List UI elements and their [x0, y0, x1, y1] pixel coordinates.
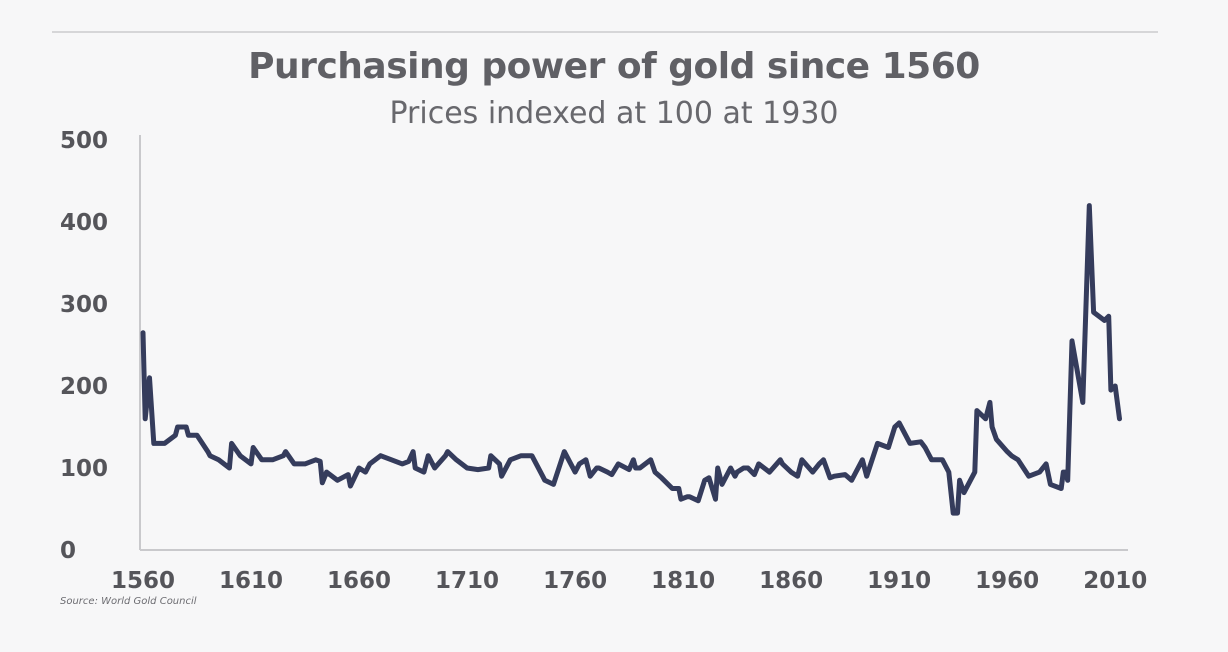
x-tick-label: 1660 [327, 568, 391, 594]
y-tick-label: 200 [60, 374, 108, 400]
chart-title: Purchasing power of gold since 1560 [248, 46, 980, 87]
x-tick-label: 1810 [651, 568, 715, 594]
x-tick-label: 1610 [219, 568, 283, 594]
y-tick-label: 400 [60, 210, 108, 236]
x-tick-label: 1910 [867, 568, 931, 594]
y-tick-labels: 0 100 200 300 400 500 [60, 128, 108, 564]
chart-subtitle: Prices indexed at 100 at 1930 [389, 96, 839, 131]
y-tick-label: 300 [60, 292, 108, 318]
y-tick-label: 0 [60, 538, 76, 564]
series-line [140, 203, 1122, 516]
source-note: Source: World Gold Council [60, 596, 197, 607]
y-tick-label: 500 [60, 128, 108, 154]
x-tick-label: 1760 [543, 568, 607, 594]
x-tick-label: 1560 [111, 568, 175, 594]
x-tick-label: 1960 [975, 568, 1039, 594]
x-tick-label: 2010 [1083, 568, 1147, 594]
x-tick-label: 1860 [759, 568, 823, 594]
x-tick-labels: 1560 1610 1660 1710 1760 1810 1860 1910 1960 2010 [111, 568, 1147, 594]
x-tick-label: 1710 [435, 568, 499, 594]
y-tick-label: 100 [60, 456, 108, 482]
top-divider [52, 31, 1158, 33]
